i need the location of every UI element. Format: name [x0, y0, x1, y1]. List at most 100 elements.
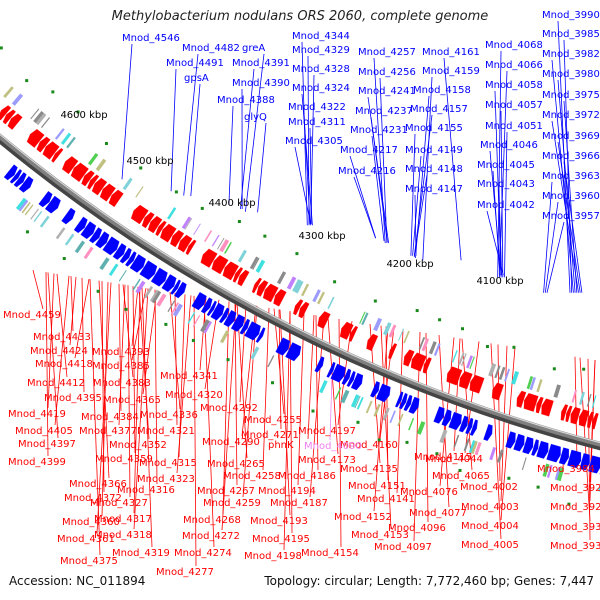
- reverse-leader-line: [490, 343, 502, 540]
- feature-block-outer: [99, 257, 110, 271]
- reverse-gene-label: Mnod_4135: [340, 464, 398, 475]
- reverse-gene-label: Mnod_4377: [79, 426, 137, 437]
- forward-gene-arrow: [230, 314, 245, 332]
- reverse-gene-label: Mnod_4359: [95, 454, 153, 465]
- forward-gene-arrow: [558, 447, 569, 465]
- forward-leader-line: [257, 122, 267, 213]
- forward-leader-line: [557, 141, 581, 293]
- forward-gene-label: Mnod_4491: [166, 58, 224, 69]
- reverse-gene-arrow: [211, 255, 229, 275]
- reverse-gene-label: Mnod_4385: [92, 361, 150, 372]
- feature-block-inner: [60, 132, 72, 145]
- reverse-leader-line: [74, 278, 90, 359]
- reverse-gene-label: Mnod_4397: [18, 439, 76, 450]
- accession-label: Accession: NC_011894: [9, 574, 146, 588]
- scale-label: 4200 kbp: [386, 259, 433, 270]
- feature-block-outer: [521, 457, 527, 471]
- forward-gene-arrow: [370, 381, 380, 398]
- forward-leader-line: [301, 93, 313, 226]
- feature-block-outer: [354, 395, 361, 409]
- feature-block-outer: [373, 403, 381, 417]
- feature-block-inner: [586, 393, 592, 407]
- feature-block-inner: [529, 376, 536, 391]
- feature-block-outer: [334, 387, 342, 400]
- forward-gene-arrow: [89, 227, 103, 244]
- forward-gene-arrow: [210, 302, 225, 321]
- forward-gene-label: Mnod_4159: [422, 66, 480, 77]
- reverse-gene-arrow: [403, 349, 415, 367]
- forward-gene-arrow: [9, 169, 23, 184]
- forward-gene-label: Mnod_4322: [288, 102, 346, 113]
- feature-block-inner: [460, 353, 467, 367]
- forward-gene-arrow: [275, 337, 291, 356]
- backbone-highlight: [0, 133, 600, 444]
- feature-block-outer: [340, 389, 350, 404]
- gc-tick-mark: [373, 299, 377, 303]
- forward-gene-arrow: [219, 307, 230, 324]
- reverse-leader-line: [89, 279, 101, 556]
- reverse-gene-label: Mnod_4372: [64, 493, 122, 504]
- forward-gene-arrow: [244, 321, 261, 341]
- forward-gene-arrow: [505, 431, 516, 449]
- feature-block-inner: [511, 370, 520, 385]
- reverse-gene-label: Mnod_4096: [388, 523, 446, 534]
- feature-block-outer: [546, 464, 553, 478]
- highlight-leader-line: [329, 374, 333, 441]
- forward-gene-arrow: [285, 342, 302, 362]
- forward-gene-label: Mnod_3985: [542, 29, 600, 40]
- forward-gene-arrow: [61, 207, 76, 225]
- reverse-gene-arrow: [51, 148, 64, 163]
- forward-leader-line: [353, 176, 376, 238]
- feature-block-outer: [439, 429, 448, 444]
- reverse-gene-arrow: [2, 109, 16, 125]
- reverse-leader-line: [176, 295, 192, 474]
- reverse-gene-label: Mnod_4424: [30, 346, 88, 357]
- reverse-gene-label: Mnod_4265: [207, 459, 265, 470]
- feature-block-inner: [181, 216, 192, 230]
- gc-tick-mark: [485, 345, 489, 349]
- feature-block-outer: [21, 201, 31, 214]
- reverse-leader-line: [373, 326, 389, 512]
- reverse-gene-arrow: [578, 409, 590, 427]
- forward-gene-label: Mnod_3982: [542, 49, 600, 60]
- reverse-gene-arrow: [491, 382, 504, 401]
- reverse-gene-label: Mnod_4065: [432, 471, 490, 482]
- reverse-gene-label: Mnod_4186: [278, 471, 336, 482]
- forward-leader-line: [240, 68, 255, 210]
- reverse-gene-arrow: [570, 407, 581, 425]
- reverse-gene-label: Mnod_4076: [400, 487, 458, 498]
- reverse-gene-label: Mnod_4419: [8, 409, 66, 420]
- feature-block-outer: [542, 463, 550, 477]
- feature-block-inner: [219, 239, 230, 253]
- forward-leader-line: [370, 116, 388, 243]
- reverse-leader-line: [203, 297, 215, 548]
- reverse-leader-line: [70, 276, 74, 332]
- reverse-gene-label: Mnod_4259: [203, 498, 261, 509]
- feature-block-outer: [64, 233, 75, 246]
- gc-tick-mark: [124, 307, 128, 311]
- reverse-gene-arrow: [130, 204, 149, 225]
- reverse-gene-label: Mnod_4255: [244, 415, 302, 426]
- forward-gene-label: glyQ: [244, 112, 267, 123]
- reverse-gene-arrow: [237, 269, 250, 287]
- gc-tick-mark: [435, 452, 439, 456]
- forward-gene-arrow: [469, 419, 478, 436]
- feature-block-inner: [30, 108, 40, 120]
- feature-block-outer: [389, 410, 396, 424]
- reverse-gene-arrow: [36, 136, 51, 153]
- feature-block-inner: [217, 237, 225, 250]
- forward-gene-label: Mnod_3975: [542, 90, 600, 101]
- feature-block-inner: [591, 395, 597, 409]
- reverse-gene-label: Mnod_4319: [112, 548, 170, 559]
- reverse-leader-line: [118, 284, 126, 426]
- feature-block-outer: [203, 321, 212, 334]
- reverse-leader-line: [98, 280, 110, 479]
- feature-tracks: [0, 46, 600, 506]
- forward-gene-arrow: [119, 247, 132, 264]
- feature-block-inner: [33, 110, 45, 124]
- reverse-gene-label: Mnod_4187: [270, 498, 328, 509]
- forward-gene-label: Mnod_4042: [477, 200, 535, 211]
- gc-tick-mark: [552, 367, 556, 371]
- reverse-gene-label: Mnod_4384: [81, 412, 139, 423]
